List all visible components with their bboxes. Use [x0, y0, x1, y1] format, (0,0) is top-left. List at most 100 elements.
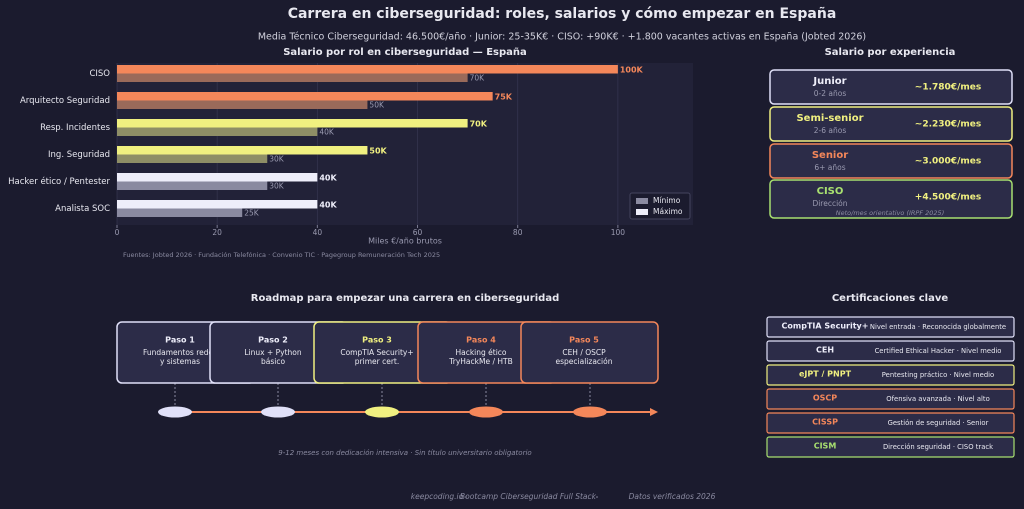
cert-row — [766, 388, 1015, 410]
bar — [117, 119, 468, 128]
cert-name: CISSP — [812, 418, 838, 427]
value-label: 75K — [495, 92, 513, 101]
cert-row — [766, 436, 1015, 458]
chart-title: Salario por rol en ciberseguridad — Espa… — [283, 47, 527, 58]
value-label: 100K — [620, 65, 644, 74]
years: Dirección — [812, 199, 847, 208]
legend-swatch — [636, 198, 648, 204]
value-label: 50K — [369, 146, 387, 155]
card — [769, 106, 1013, 142]
cert-desc: Pentesting práctico · Nivel medio — [882, 371, 994, 379]
x-tick-label: 80 — [513, 228, 523, 237]
cert-name: CompTIA Security+ — [782, 322, 869, 331]
salary: +4.500€/mes — [915, 193, 981, 203]
step-label: Paso 4 — [466, 336, 496, 345]
x-tick-label: 100 — [611, 228, 626, 237]
value-label: 25K — [244, 208, 260, 217]
plot-area — [117, 63, 693, 225]
bar — [117, 65, 618, 74]
note: 9-12 meses con dedicación intensiva · Si… — [278, 449, 531, 457]
cert-name: eJPT / PNPT — [799, 370, 852, 379]
cert-name: CISM — [814, 442, 837, 451]
salary: ~3.000€/mes — [915, 157, 981, 167]
card — [769, 69, 1013, 105]
cert-desc: Certified Ethical Hacker · Nivel medio — [875, 347, 1002, 355]
y-tick-label: Hacker ético / Pentester — [8, 176, 110, 187]
cert-desc: Nivel entrada · Reconocida globalmente — [870, 323, 1006, 331]
step-text: primer cert. — [355, 357, 399, 366]
level: Senior — [812, 150, 848, 161]
title: Carrera en ciberseguridad: roles, salari… — [288, 6, 837, 22]
value-label: 30K — [269, 154, 285, 163]
panel-title: Roadmap para empezar una carrera en cibe… — [251, 293, 559, 304]
milestone — [158, 406, 192, 418]
x-tick-label: 0 — [115, 228, 120, 237]
card — [769, 179, 1013, 219]
value-label: 30K — [269, 181, 285, 190]
cert-row — [766, 340, 1015, 362]
bar — [117, 173, 318, 182]
separator — [596, 496, 598, 498]
step-text: y sistemas — [160, 357, 200, 366]
level: Semi-senior — [796, 113, 863, 124]
y-tick-label: Arquitecto Seguridad — [20, 96, 110, 106]
cert-desc: Ofensiva avanzada · Nivel alto — [886, 395, 989, 403]
bar — [117, 127, 318, 136]
bar — [117, 154, 268, 163]
cert-name: OSCP — [813, 394, 837, 403]
arrow-head — [650, 408, 658, 416]
step-label: Paso 5 — [569, 336, 599, 345]
y-tick-label: Ing. Seguridad — [48, 150, 110, 160]
value-label: 40K — [319, 173, 337, 182]
step-text: Linux + Python — [244, 348, 302, 357]
footer-item: keepcoding.io — [411, 492, 464, 501]
x-tick-label: 20 — [212, 228, 222, 237]
step-text: CompTIA Security+ — [340, 348, 413, 357]
bar — [117, 208, 243, 217]
cert-row — [766, 412, 1015, 434]
panel-title: Salario por experiencia — [825, 47, 956, 58]
cert-desc: Gestión de seguridad · Senior — [888, 419, 989, 427]
footer-item: Bootcamp Ciberseguridad Full Stack — [460, 492, 597, 501]
note: Neto/mes orientativo (IRPF 2025) — [836, 209, 944, 217]
cert-desc: Dirección seguridad · CISO track — [883, 443, 993, 451]
years: 0-2 años — [814, 89, 847, 98]
step-label: Paso 2 — [258, 336, 288, 345]
years: 2-6 años — [814, 126, 847, 135]
level: CISO — [817, 186, 844, 197]
x-label: Miles €/año brutos — [368, 237, 442, 246]
step-text: Hacking ético — [455, 348, 506, 357]
value-label: 40K — [319, 200, 337, 209]
bar — [117, 73, 468, 82]
step-label: Paso 1 — [165, 336, 195, 345]
bar — [117, 146, 368, 155]
y-tick-label: Resp. Incidentes — [40, 123, 110, 133]
milestone — [365, 406, 399, 418]
bar — [117, 181, 268, 190]
x-tick-label: 40 — [313, 228, 323, 237]
source: Fuentes: Jobted 2026 · Fundación Telefón… — [123, 251, 440, 259]
years: 6+ años — [814, 163, 845, 172]
step-text: Fundamentos redes — [143, 348, 217, 357]
footer-item: Datos verificados 2026 — [629, 492, 716, 501]
step-label: Paso 3 — [362, 336, 392, 345]
salary: ~1.780€/mes — [915, 83, 981, 93]
cert-name: CEH — [816, 346, 834, 355]
y-tick-label: Analista SOC — [55, 204, 110, 214]
salary: ~2.230€/mes — [915, 120, 981, 130]
value-label: 70K — [470, 119, 488, 128]
separator — [465, 496, 467, 498]
bar — [117, 92, 493, 101]
value-label: 50K — [369, 100, 385, 109]
cert-row — [766, 364, 1015, 386]
cert-row — [766, 316, 1015, 338]
subtitle: Media Técnico Ciberseguridad: 46.500€/añ… — [258, 32, 866, 43]
bar — [117, 200, 318, 209]
card — [769, 143, 1013, 179]
level: Junior — [812, 76, 846, 87]
step-text: básico — [261, 357, 285, 366]
step-text: CEH / OSCP — [562, 348, 606, 357]
y-tick-label: CISO — [89, 69, 110, 79]
panel-title: Certificaciones clave — [832, 293, 949, 304]
